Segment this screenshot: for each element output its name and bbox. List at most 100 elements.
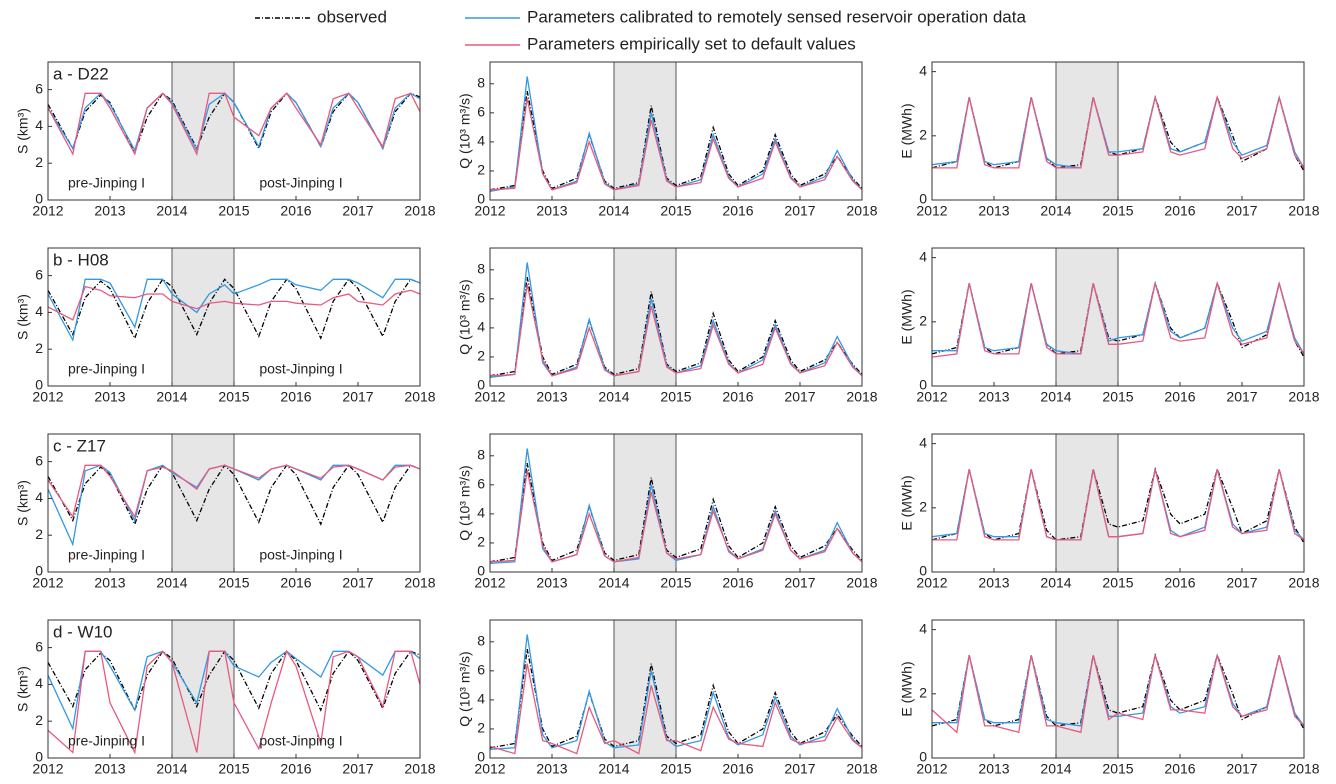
y-tick-label: 2 bbox=[919, 313, 927, 329]
x-tick-label: 2014 bbox=[156, 203, 187, 219]
series-line bbox=[489, 284, 863, 377]
y-tick-label: 8 bbox=[477, 446, 485, 462]
x-tick-label: 2012 bbox=[474, 203, 505, 219]
series-line bbox=[489, 98, 863, 191]
panel-label: d - W10 bbox=[53, 622, 113, 641]
y-tick-label: 0 bbox=[477, 191, 485, 207]
x-tick-label: 2015 bbox=[218, 203, 249, 219]
series-line bbox=[489, 663, 863, 755]
series-line bbox=[47, 285, 421, 321]
y-tick-label: 0 bbox=[919, 563, 927, 579]
x-tick-label: 2016 bbox=[280, 203, 311, 219]
y-tick-label: 2 bbox=[35, 154, 43, 170]
y-axis-label: S (km³) bbox=[15, 666, 31, 712]
y-tick-label: 6 bbox=[477, 104, 485, 120]
x-tick-label: 2015 bbox=[1102, 203, 1133, 219]
y-tick-label: 0 bbox=[35, 377, 43, 393]
y-tick-label: 2 bbox=[477, 720, 485, 736]
x-tick-label: 2013 bbox=[94, 203, 125, 219]
series-line bbox=[47, 92, 421, 156]
y-axis-label: Q (10³ m³/s) bbox=[457, 651, 473, 726]
y-tick-label: 4 bbox=[35, 303, 43, 319]
y-tick-label: 2 bbox=[477, 162, 485, 178]
y-tick-label: 4 bbox=[35, 675, 43, 691]
legend: observed Parameters calibrated to remotel… bbox=[255, 7, 1026, 53]
y-tick-label: 8 bbox=[477, 74, 485, 90]
series-line bbox=[931, 280, 1305, 358]
series-line bbox=[489, 462, 863, 563]
x-tick-label: 2013 bbox=[978, 761, 1009, 777]
y-tick-label: 6 bbox=[477, 662, 485, 678]
x-tick-label: 2017 bbox=[342, 575, 373, 591]
y-axis-label: Q (10³ m³/s) bbox=[457, 465, 473, 540]
x-tick-label: 2017 bbox=[784, 389, 815, 405]
series-line bbox=[489, 634, 863, 750]
y-tick-label: 0 bbox=[919, 749, 927, 765]
x-tick-label: 2013 bbox=[94, 761, 125, 777]
x-tick-label: 2017 bbox=[784, 575, 815, 591]
x-tick-label: 2018 bbox=[846, 761, 877, 777]
x-tick-label: 2018 bbox=[404, 761, 435, 777]
x-tick-label: 2018 bbox=[1288, 575, 1319, 591]
y-tick-label: 8 bbox=[477, 260, 485, 276]
y-tick-label: 6 bbox=[35, 266, 43, 282]
x-tick-label: 2013 bbox=[978, 203, 1009, 219]
y-tick-label: 6 bbox=[477, 290, 485, 306]
x-tick-label: 2014 bbox=[156, 575, 187, 591]
x-tick-label: 2014 bbox=[156, 761, 187, 777]
x-tick-label: 2015 bbox=[660, 203, 691, 219]
panel-label: c - Z17 bbox=[53, 436, 106, 455]
annotation: post-Jinping I bbox=[259, 361, 342, 377]
x-tick-label: 2013 bbox=[536, 575, 567, 591]
x-tick-label: 2018 bbox=[846, 389, 877, 405]
x-tick-label: 2017 bbox=[784, 761, 815, 777]
y-tick-label: 0 bbox=[919, 377, 927, 393]
x-tick-label: 2012 bbox=[474, 761, 505, 777]
x-tick-label: 2017 bbox=[342, 203, 373, 219]
shaded-period bbox=[172, 620, 234, 758]
x-tick-label: 2017 bbox=[1226, 761, 1257, 777]
x-tick-label: 2014 bbox=[598, 575, 629, 591]
series-line bbox=[489, 276, 863, 377]
series-line bbox=[47, 464, 421, 526]
y-tick-label: 2 bbox=[35, 526, 43, 542]
y-tick-label: 0 bbox=[35, 749, 43, 765]
y-axis-label: S (km³) bbox=[15, 294, 31, 340]
y-axis-label: Q (10³ m³/s) bbox=[457, 93, 473, 168]
y-tick-label: 4 bbox=[919, 620, 927, 636]
x-tick-label: 2016 bbox=[722, 761, 753, 777]
x-tick-label: 2012 bbox=[32, 761, 63, 777]
series-line bbox=[47, 464, 421, 519]
panel-label: a - D22 bbox=[53, 64, 109, 83]
series-line bbox=[47, 92, 421, 154]
x-tick-label: 2014 bbox=[156, 389, 187, 405]
series-line bbox=[47, 650, 421, 712]
series-line bbox=[932, 280, 1305, 355]
x-tick-label: 2016 bbox=[1164, 203, 1195, 219]
x-tick-label: 2015 bbox=[660, 389, 691, 405]
y-tick-label: 4 bbox=[477, 691, 485, 707]
x-tick-label: 2013 bbox=[536, 203, 567, 219]
y-tick-label: 0 bbox=[477, 563, 485, 579]
y-axis-label: S (km³) bbox=[15, 108, 31, 154]
shaded-period bbox=[172, 62, 234, 200]
x-tick-label: 2015 bbox=[660, 761, 691, 777]
x-tick-label: 2012 bbox=[916, 761, 947, 777]
x-tick-label: 2015 bbox=[1102, 575, 1133, 591]
x-tick-label: 2014 bbox=[598, 761, 629, 777]
y-axis-label: E (MWh) bbox=[899, 289, 915, 344]
y-tick-label: 4 bbox=[35, 117, 43, 133]
y-axis-label: Q (10³ m³/s) bbox=[457, 279, 473, 354]
y-tick-label: 2 bbox=[35, 340, 43, 356]
annotation: post-Jinping I bbox=[259, 733, 342, 749]
y-tick-label: 0 bbox=[477, 749, 485, 765]
x-tick-label: 2014 bbox=[1040, 203, 1071, 219]
annotation: pre-Jinping I bbox=[68, 361, 145, 377]
x-tick-label: 2012 bbox=[474, 389, 505, 405]
x-tick-label: 2013 bbox=[94, 389, 125, 405]
y-tick-label: 2 bbox=[477, 534, 485, 550]
x-tick-label: 2012 bbox=[32, 203, 63, 219]
series-line bbox=[932, 94, 1305, 169]
y-tick-label: 2 bbox=[477, 348, 485, 364]
